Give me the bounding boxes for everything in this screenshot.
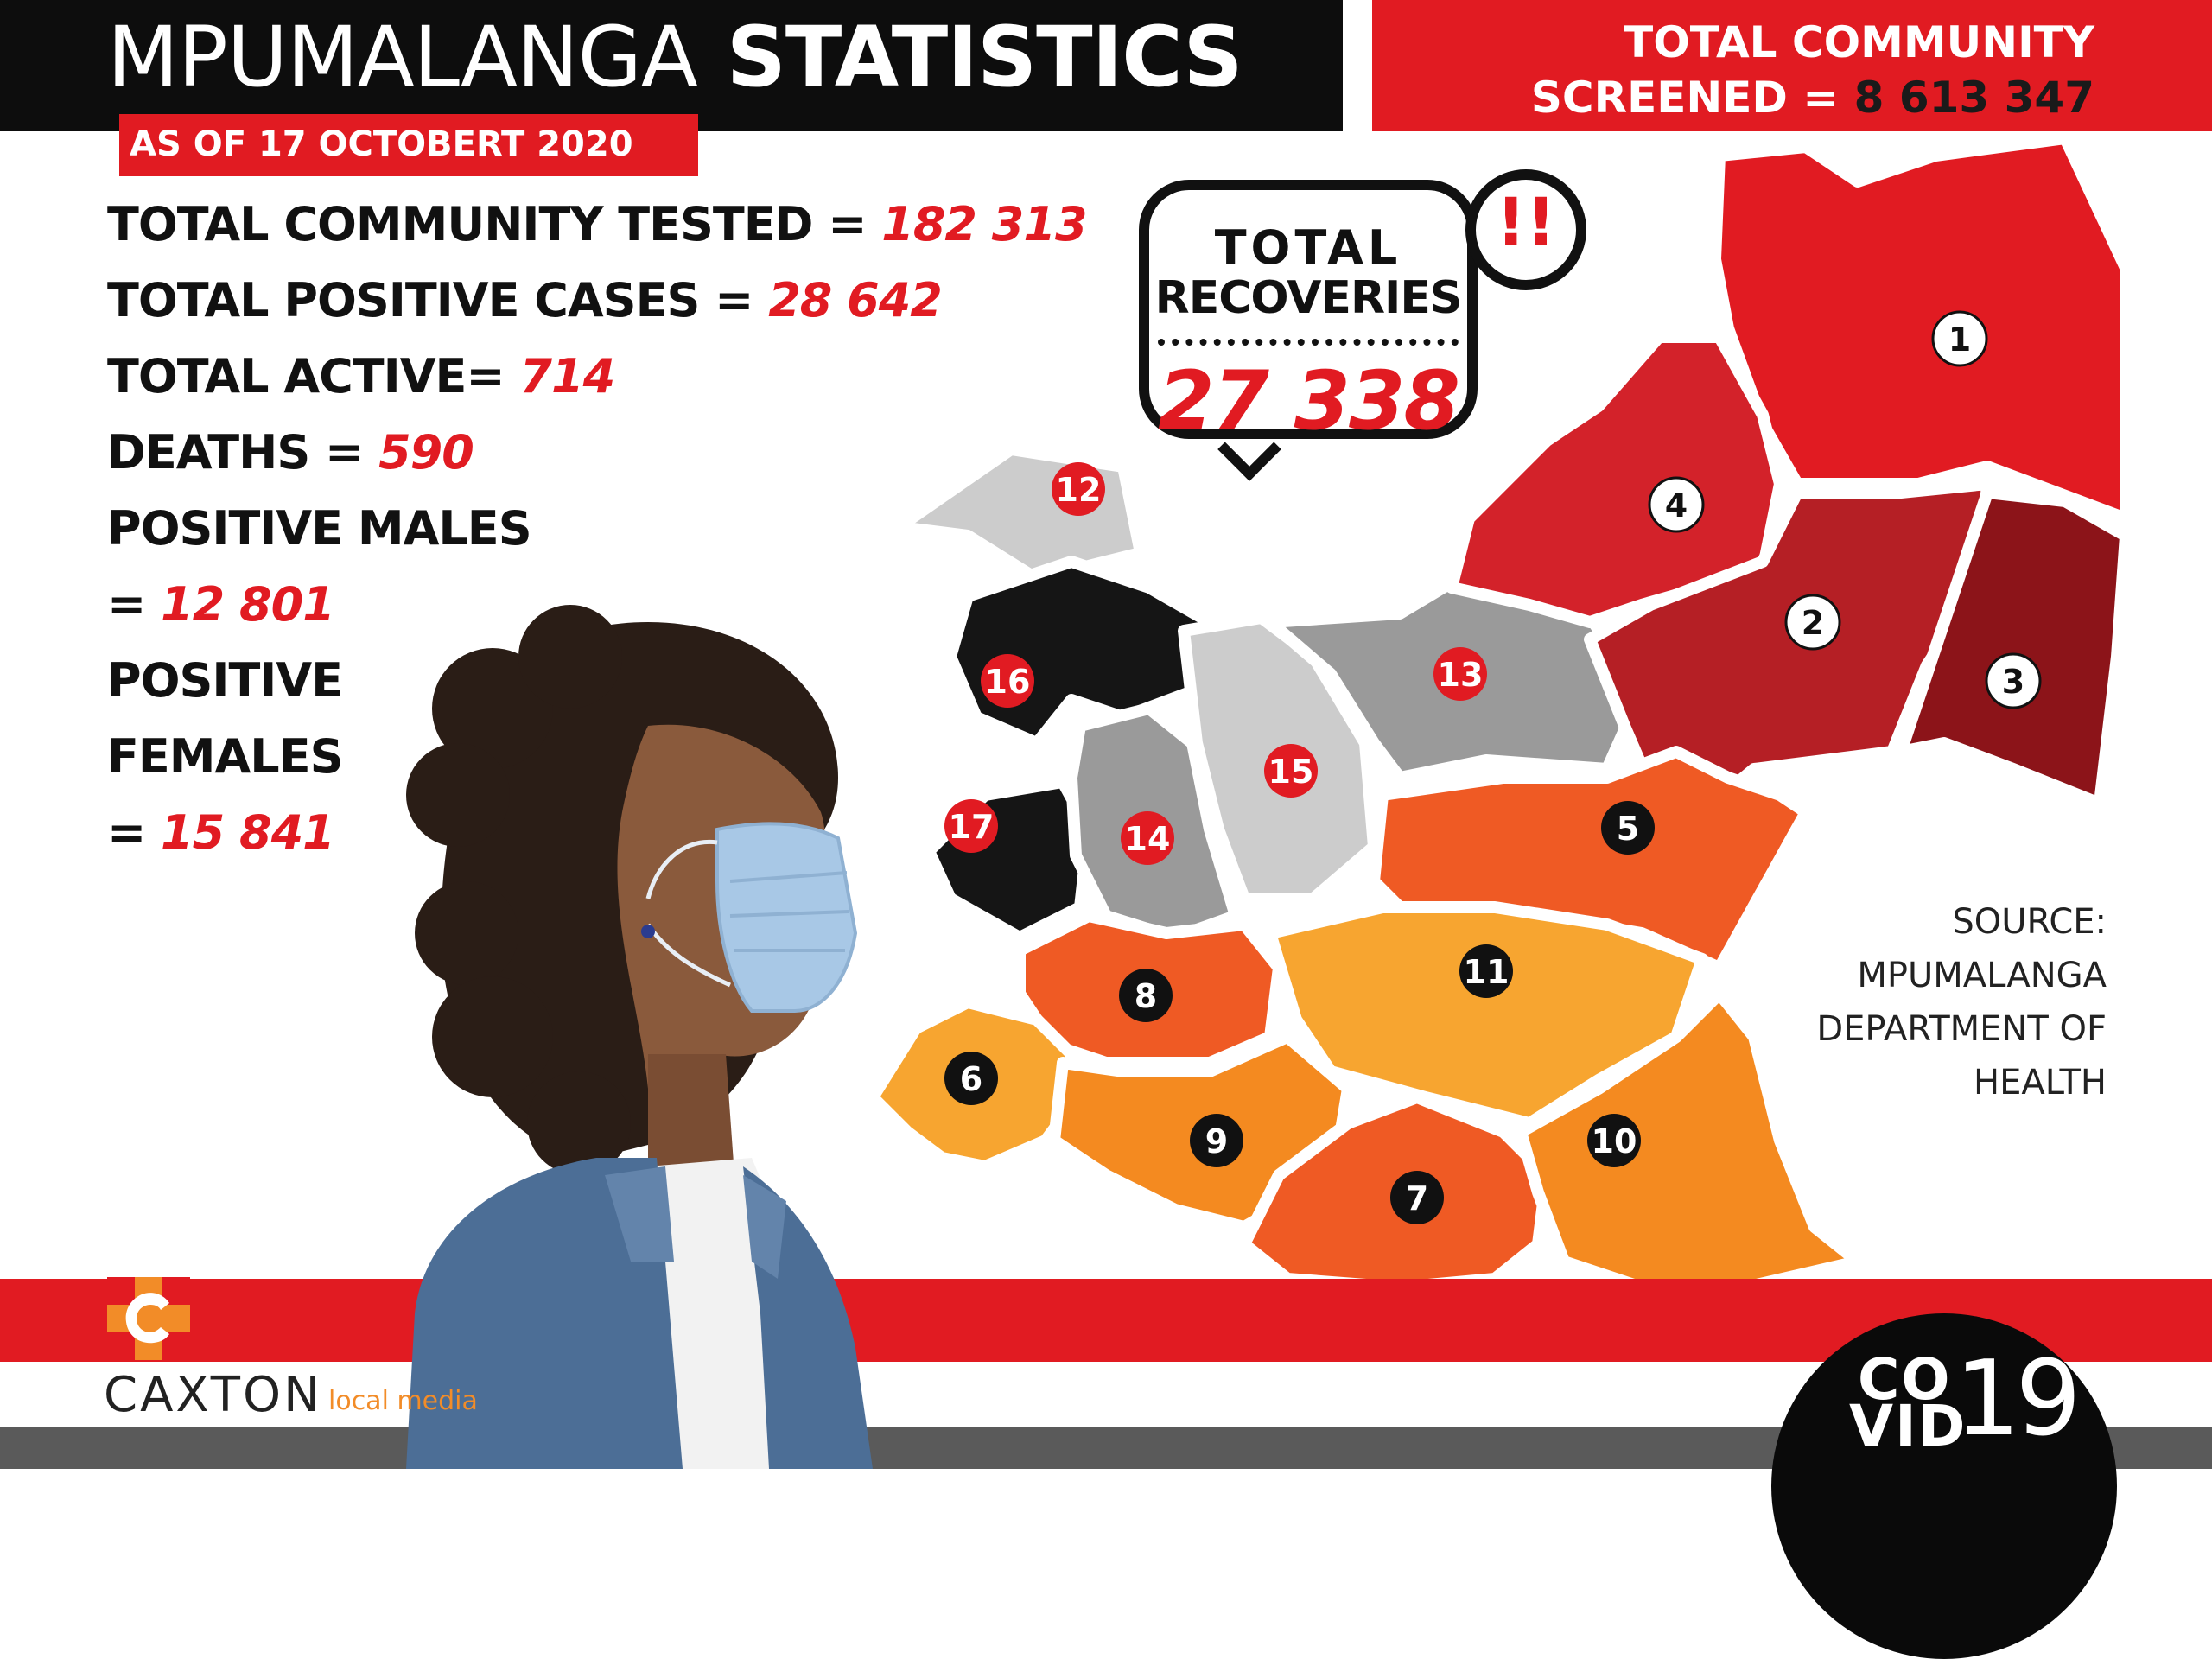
marker-4 <box>1648 476 1705 533</box>
marker-3-label: 3 <box>2002 663 2024 701</box>
recoveries-line1: TOTAL <box>1214 220 1402 275</box>
marker-11-label: 11 <box>1464 953 1510 991</box>
stat-females-label2: FEMALES <box>107 729 343 784</box>
marker-15 <box>1264 744 1318 798</box>
marker-9 <box>1190 1114 1243 1167</box>
screened-box <box>1372 0 2212 131</box>
district-10 <box>1515 988 1864 1287</box>
stat-tested: TOTAL COMMUNITY TESTED = 182 313 <box>107 197 1088 251</box>
source-line1: SOURCE: <box>1952 902 2107 942</box>
stat-positive-label: TOTAL POSITIVE CASES = <box>107 273 769 327</box>
caxton-tagline: local media <box>328 1386 478 1416</box>
recoveries-value: 27 338 <box>1158 354 1460 448</box>
district-12 <box>893 443 1147 585</box>
marker-17-label: 17 <box>949 808 995 846</box>
marker-14-label: 14 <box>1125 820 1171 858</box>
date-label: AS OF 17 OCTOBERT 2020 <box>130 124 633 164</box>
marker-15-label: 15 <box>1268 753 1314 791</box>
source-line4: HEALTH <box>1973 1063 2107 1103</box>
marker-3 <box>1985 652 2042 709</box>
stat-males-prefix: = <box>107 577 162 632</box>
marker-11 <box>1459 944 1513 998</box>
marker-4-label: 4 <box>1665 486 1688 524</box>
district-1 <box>1709 138 2132 524</box>
marker-5-label: 5 <box>1617 810 1639 848</box>
title-bold: STATISTICS <box>726 9 1243 105</box>
marker-14 <box>1121 811 1174 865</box>
source-line2: MPUMALANGA <box>1857 956 2107 995</box>
stat-tested-value: 182 313 <box>881 197 1087 251</box>
marker-16-label: 16 <box>985 663 1031 701</box>
title-bar <box>0 0 1343 131</box>
covid-19: 19 <box>1955 1339 2082 1459</box>
stat-females: = 15 841 <box>107 805 335 860</box>
marker-5 <box>1601 801 1655 855</box>
district-3 <box>1895 486 2132 810</box>
stat-deaths: DEATHS = 590 <box>107 425 474 480</box>
marker-1-label: 1 <box>1948 321 1971 359</box>
marker-10 <box>1587 1114 1641 1167</box>
caxton-logo-icon <box>107 1277 190 1360</box>
recoveries-bubble <box>1139 180 1478 439</box>
stat-active-label: TOTAL ACTIVE= <box>107 349 520 404</box>
caxton-wordmark: CAXTON <box>104 1367 322 1423</box>
marker-8-label: 8 <box>1135 977 1157 1015</box>
stat-males: = 12 801 <box>107 577 335 632</box>
marker-13-label: 13 <box>1438 656 1484 694</box>
marker-6 <box>944 1052 998 1105</box>
covid-vid: VID <box>1849 1393 1967 1459</box>
alert-mark: !! <box>1496 183 1556 260</box>
stat-males-label: POSITIVE MALES <box>107 501 532 556</box>
stat-active: TOTAL ACTIVE= 714 <box>107 349 615 404</box>
woman-with-mask-photo <box>406 605 873 1469</box>
marker-10-label: 10 <box>1592 1122 1637 1160</box>
dotted-divider <box>1158 339 1459 346</box>
covid-co: CO <box>1858 1346 1952 1413</box>
district-4 <box>1446 331 1786 628</box>
stat-positive: TOTAL POSITIVE CASES = 28 642 <box>107 273 943 327</box>
screened-line2: SCREENED = 8 613 347 <box>1372 73 2094 123</box>
marker-2 <box>1784 594 1841 651</box>
source-note: SOURCE: MPUMALANGA DEPARTMENT OF HEALTH <box>1694 895 2107 1109</box>
marker-6-label: 6 <box>960 1060 982 1098</box>
marker-1 <box>1931 310 1988 367</box>
marker-9-label: 9 <box>1205 1122 1228 1160</box>
stat-females-prefix: = <box>107 805 162 860</box>
district-16 <box>944 556 1216 749</box>
stat-females-value: 15 841 <box>161 805 335 860</box>
date-tag <box>119 114 698 176</box>
marker-7 <box>1390 1171 1444 1224</box>
marker-12 <box>1052 462 1105 516</box>
stat-active-value: 714 <box>519 349 615 404</box>
stat-positive-value: 28 642 <box>768 273 943 327</box>
stat-males-value: 12 801 <box>161 577 335 632</box>
screened-label: SCREENED = <box>1530 73 1840 123</box>
marker-13 <box>1433 647 1487 701</box>
stat-tested-label: TOTAL COMMUNITY TESTED = <box>107 197 882 251</box>
stat-deaths-value: 590 <box>378 425 474 480</box>
marker-16 <box>981 654 1034 708</box>
screened-value: 8 613 347 <box>1853 73 2094 123</box>
title-light: MPUMALANGA <box>107 9 698 105</box>
marker-8 <box>1119 969 1173 1022</box>
recoveries-line2: RECOVERIES <box>1154 272 1463 324</box>
marker-7-label: 7 <box>1406 1179 1428 1217</box>
source-line3: DEPARTMENT OF <box>1816 1009 2107 1049</box>
district-map: 1 2 3 4 5 6 7 8 9 10 11 12 13 14 15 16 1 <box>867 138 2132 1287</box>
stat-deaths-label: DEATHS = <box>107 425 379 480</box>
marker-2-label: 2 <box>1802 604 1824 642</box>
page-title: MPUMALANGA STATISTICS <box>107 16 1243 99</box>
marker-12-label: 12 <box>1056 471 1102 509</box>
marker-17 <box>944 799 998 853</box>
screened-line1: TOTAL COMMUNITY <box>1624 17 2094 67</box>
stat-females-label1: POSITIVE <box>107 653 343 708</box>
